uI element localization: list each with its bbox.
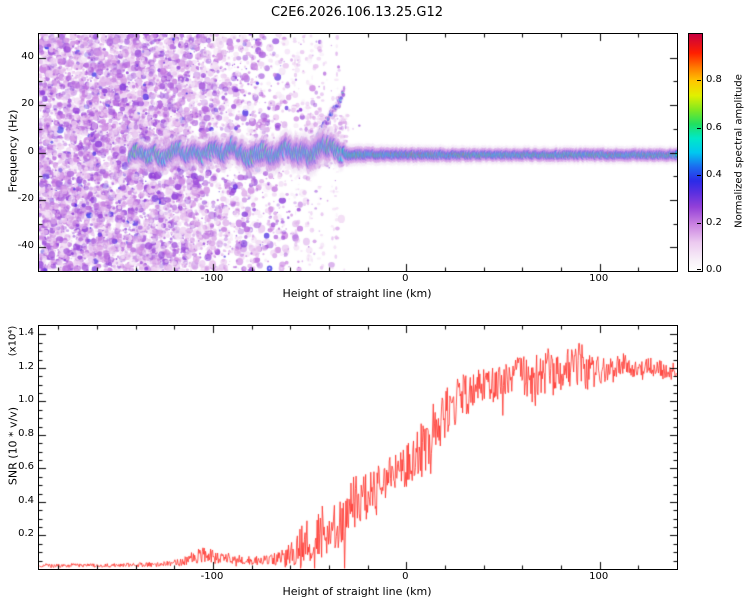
colorbar-tick-mark [697, 175, 701, 176]
y-tick-label: 1.2 [18, 360, 34, 372]
y-tick-label: 0.2 [18, 528, 34, 540]
colorbar-tick-label: 0.2 [706, 216, 722, 228]
colorbar-tick-mark [697, 223, 701, 224]
y-tick-label: 0 [27, 145, 34, 157]
x-tick-label: 100 [589, 273, 609, 284]
spectrogram-x-axis-label: Height of straight line (km) [282, 287, 432, 300]
colorbar-tick-mark [697, 269, 701, 270]
y-tick-label: 1.4 [18, 327, 34, 339]
y-tick-label: 40 [21, 50, 34, 62]
colorbar-tick-label: 0.4 [706, 169, 722, 181]
x-tick-label: -100 [200, 571, 224, 582]
y-tick-label: 20 [21, 98, 34, 110]
colorbar-tick-mark [697, 128, 701, 129]
colorbar-tick-label: 0.0 [706, 264, 722, 275]
y-tick-label: -40 [17, 240, 34, 252]
colorbar-tick-label: 0.6 [706, 121, 722, 133]
snr-x-axis-label: Height of straight line (km) [282, 585, 432, 598]
colorbar [688, 33, 703, 272]
spectrogram-canvas [39, 34, 677, 271]
spectrogram-plot [38, 33, 678, 272]
colorbar-label: Normalized spectral amplitude [733, 74, 745, 228]
snr-canvas [39, 326, 677, 569]
y-tick-label: 0.4 [18, 494, 34, 506]
y-tick-label: 0.8 [18, 427, 34, 439]
x-tick-label: 0 [402, 571, 409, 582]
snr-plot [38, 325, 678, 570]
y-tick-label: 1.0 [18, 394, 34, 406]
colorbar-tick-label: 0.8 [706, 74, 722, 86]
x-tick-label: 0 [402, 273, 409, 284]
x-tick-label: -100 [200, 273, 224, 284]
y-tick-label: -20 [17, 192, 34, 204]
y-tick-label: 0.6 [18, 461, 34, 473]
x-tick-label: 100 [589, 571, 609, 582]
figure-title: C2E6.2026.106.13.25.G12 [270, 5, 444, 20]
colorbar-tick-mark [697, 80, 701, 81]
